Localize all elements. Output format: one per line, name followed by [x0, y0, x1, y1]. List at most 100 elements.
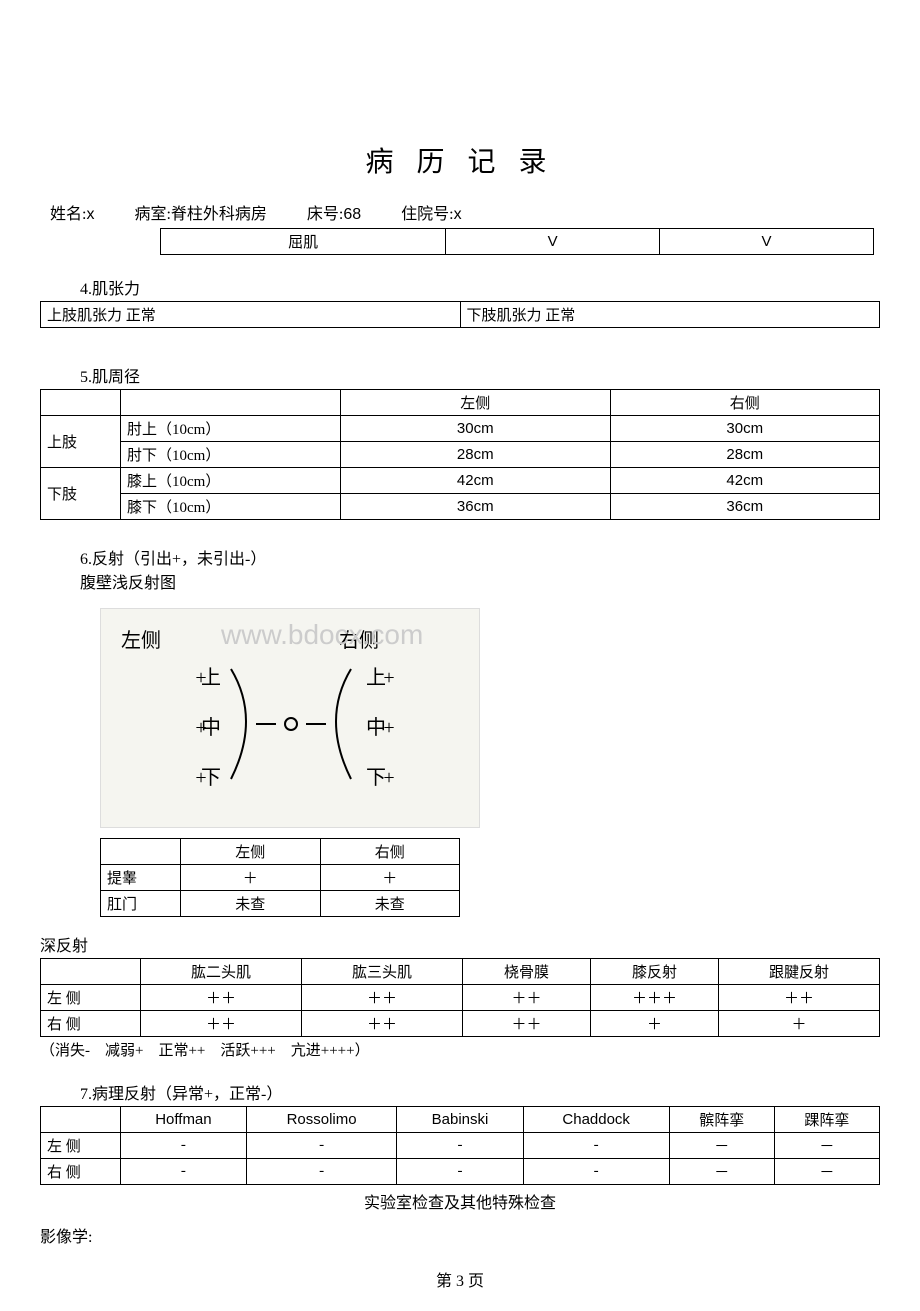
- svg-text:+: +: [195, 667, 206, 689]
- pr-h4: Chaddock: [523, 1107, 669, 1133]
- sr-h0: [101, 839, 181, 865]
- dr-v: ＋＋＋: [591, 985, 719, 1011]
- girth-h2: 左侧: [341, 390, 611, 416]
- svg-text:+: +: [383, 767, 394, 789]
- tension-table: 上肢肌张力 正常 下肢肌张力 正常: [40, 301, 880, 328]
- pr-v: －: [774, 1159, 879, 1185]
- deep-reflex-table: 肱二头肌 肱三头肌 桡骨膜 膝反射 跟腱反射 左 侧 ＋＋ ＋＋ ＋＋ ＋＋＋ …: [40, 958, 880, 1037]
- name-field: 姓名:x: [50, 200, 94, 224]
- ward-field: 病室:脊柱外科病房: [134, 200, 266, 224]
- page-title: 病 历 记 录: [40, 140, 880, 180]
- flexor-table: 屈肌 V V: [160, 228, 874, 255]
- girth-h1: [121, 390, 341, 416]
- dr-side: 右 侧: [41, 1011, 141, 1037]
- imaging-label: 影像学:: [40, 1223, 880, 1247]
- girth-table: 左侧 右侧 上肢 肘上（10cm） 30cm 30cm 肘下（10cm） 28c…: [40, 389, 880, 520]
- svg-text:+: +: [195, 767, 206, 789]
- dr-v: ＋＋: [141, 985, 302, 1011]
- section6-heading: 6.反射（引出+，未引出-）: [40, 545, 880, 569]
- admission-field: 住院号:x: [401, 200, 461, 224]
- dr-h4: 膝反射: [591, 959, 719, 985]
- sr-h1: 左侧: [181, 839, 321, 865]
- girth-right: 28cm: [610, 442, 880, 468]
- deep-reflex-legend: （消失- 减弱+ 正常++ 活跃+++ 亢进++++）: [40, 1039, 880, 1060]
- dr-v: ＋＋: [141, 1011, 302, 1037]
- dr-v: ＋: [591, 1011, 719, 1037]
- lower-tension: 下肢肌张力 正常: [460, 302, 880, 328]
- svg-text:+: +: [195, 717, 206, 739]
- pr-v: -: [397, 1159, 523, 1185]
- pr-v: -: [523, 1159, 669, 1185]
- pr-v: -: [121, 1133, 247, 1159]
- pr-v: -: [246, 1133, 397, 1159]
- svg-text:+: +: [383, 667, 394, 689]
- flexor-label: 屈肌: [161, 229, 446, 255]
- girth-loc: 肘上（10cm）: [121, 416, 341, 442]
- sr-left: 未查: [181, 891, 321, 917]
- girth-group-upper: 上肢: [41, 416, 121, 468]
- girth-left: 42cm: [341, 468, 611, 494]
- pr-h1: Hoffman: [121, 1107, 247, 1133]
- section7-heading: 7.病理反射（异常+，正常-）: [40, 1080, 880, 1104]
- dr-h3: 桡骨膜: [463, 959, 591, 985]
- pr-v: －: [669, 1133, 774, 1159]
- dr-h2: 肱三头肌: [302, 959, 463, 985]
- svg-text:+: +: [383, 717, 394, 739]
- pr-v: -: [523, 1133, 669, 1159]
- girth-right: 42cm: [610, 468, 880, 494]
- section6-subheading: 腹壁浅反射图: [40, 569, 880, 593]
- sr-right: ＋: [320, 865, 460, 891]
- flexor-left: V: [446, 229, 660, 255]
- header-info: 姓名:x 病室:脊柱外科病房 床号:68 住院号:x: [40, 200, 880, 224]
- sr-right: 未查: [320, 891, 460, 917]
- girth-h0: [41, 390, 121, 416]
- upper-tension: 上肢肌张力 正常: [41, 302, 461, 328]
- dr-h0: [41, 959, 141, 985]
- dr-h5: 跟腱反射: [718, 959, 879, 985]
- girth-right: 30cm: [610, 416, 880, 442]
- dr-h1: 肱二头肌: [141, 959, 302, 985]
- dr-v: ＋＋: [463, 985, 591, 1011]
- lab-title: 实验室检查及其他特殊检查: [40, 1189, 880, 1213]
- pr-side: 右 侧: [41, 1159, 121, 1185]
- pr-v: -: [121, 1159, 247, 1185]
- page-number: 第 3 页: [40, 1267, 880, 1291]
- pr-h0: [41, 1107, 121, 1133]
- sr-row-label: 提睾: [101, 865, 181, 891]
- pr-v: －: [774, 1133, 879, 1159]
- section5-heading: 5.肌周径: [40, 363, 880, 387]
- bed-field: 床号:68: [307, 200, 361, 224]
- dr-v: ＋＋: [463, 1011, 591, 1037]
- dr-v: ＋＋: [302, 1011, 463, 1037]
- girth-left: 28cm: [341, 442, 611, 468]
- pr-h3: Babinski: [397, 1107, 523, 1133]
- pr-v: －: [669, 1159, 774, 1185]
- deep-reflex-label: 深反射: [40, 932, 880, 956]
- pr-h5: 髌阵挛: [669, 1107, 774, 1133]
- dr-v: ＋＋: [302, 985, 463, 1011]
- pr-v: -: [246, 1159, 397, 1185]
- dr-v: ＋: [718, 1011, 879, 1037]
- superficial-reflex-table: 左侧 右侧 提睾 ＋ ＋ 肛门 未查 未查: [100, 838, 460, 917]
- reflex-svg: 上中下 上中下 +++ +++: [101, 609, 481, 829]
- girth-left: 30cm: [341, 416, 611, 442]
- dr-side: 左 侧: [41, 985, 141, 1011]
- girth-right: 36cm: [610, 494, 880, 520]
- girth-group-lower: 下肢: [41, 468, 121, 520]
- abdominal-reflex-figure: 左侧 右侧 www.bdocx.com 上中下 上中下 +++ +++: [100, 608, 480, 828]
- pr-h2: Rossolimo: [246, 1107, 397, 1133]
- pathological-reflex-table: Hoffman Rossolimo Babinski Chaddock 髌阵挛 …: [40, 1106, 880, 1185]
- girth-loc: 肘下（10cm）: [121, 442, 341, 468]
- sr-left: ＋: [181, 865, 321, 891]
- section4-heading: 4.肌张力: [40, 275, 880, 299]
- sr-h2: 右侧: [320, 839, 460, 865]
- girth-loc: 膝上（10cm）: [121, 468, 341, 494]
- pr-v: -: [397, 1133, 523, 1159]
- dr-v: ＋＋: [718, 985, 879, 1011]
- girth-h3: 右侧: [610, 390, 880, 416]
- girth-loc: 膝下（10cm）: [121, 494, 341, 520]
- pr-h6: 踝阵挛: [774, 1107, 879, 1133]
- sr-row-label: 肛门: [101, 891, 181, 917]
- pr-side: 左 侧: [41, 1133, 121, 1159]
- flexor-right: V: [660, 229, 874, 255]
